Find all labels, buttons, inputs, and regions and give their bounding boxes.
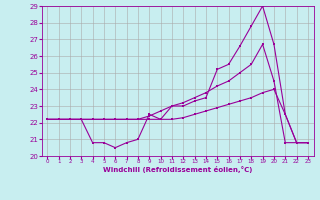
X-axis label: Windchill (Refroidissement éolien,°C): Windchill (Refroidissement éolien,°C)	[103, 166, 252, 173]
